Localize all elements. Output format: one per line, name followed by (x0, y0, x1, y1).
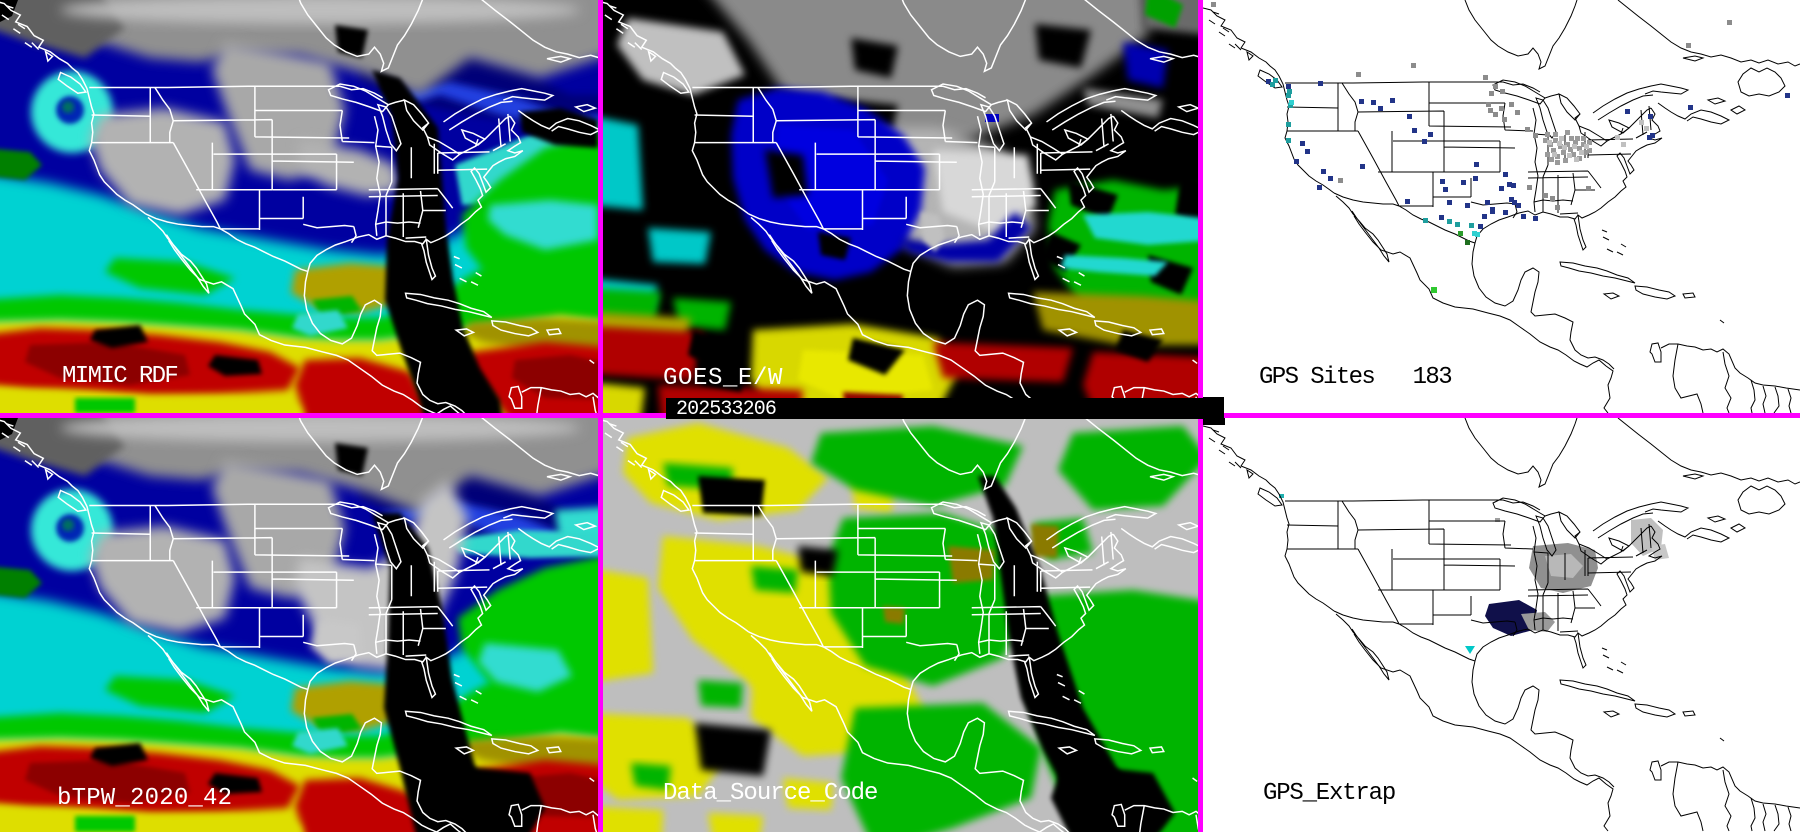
svg-text:GOES_E/W: GOES_E/W (663, 365, 783, 392)
svg-text:bTPW_2020_42: bTPW_2020_42 (57, 785, 232, 812)
svg-text:MIMIC RDF: MIMIC RDF (62, 363, 177, 390)
svg-text:GPS Sites 183: GPS Sites 183 (1259, 364, 1451, 391)
svg-text:GPS_Extrap: GPS_Extrap (1263, 780, 1395, 807)
svg-text:Data_Source_Code: Data_Source_Code (663, 780, 877, 807)
